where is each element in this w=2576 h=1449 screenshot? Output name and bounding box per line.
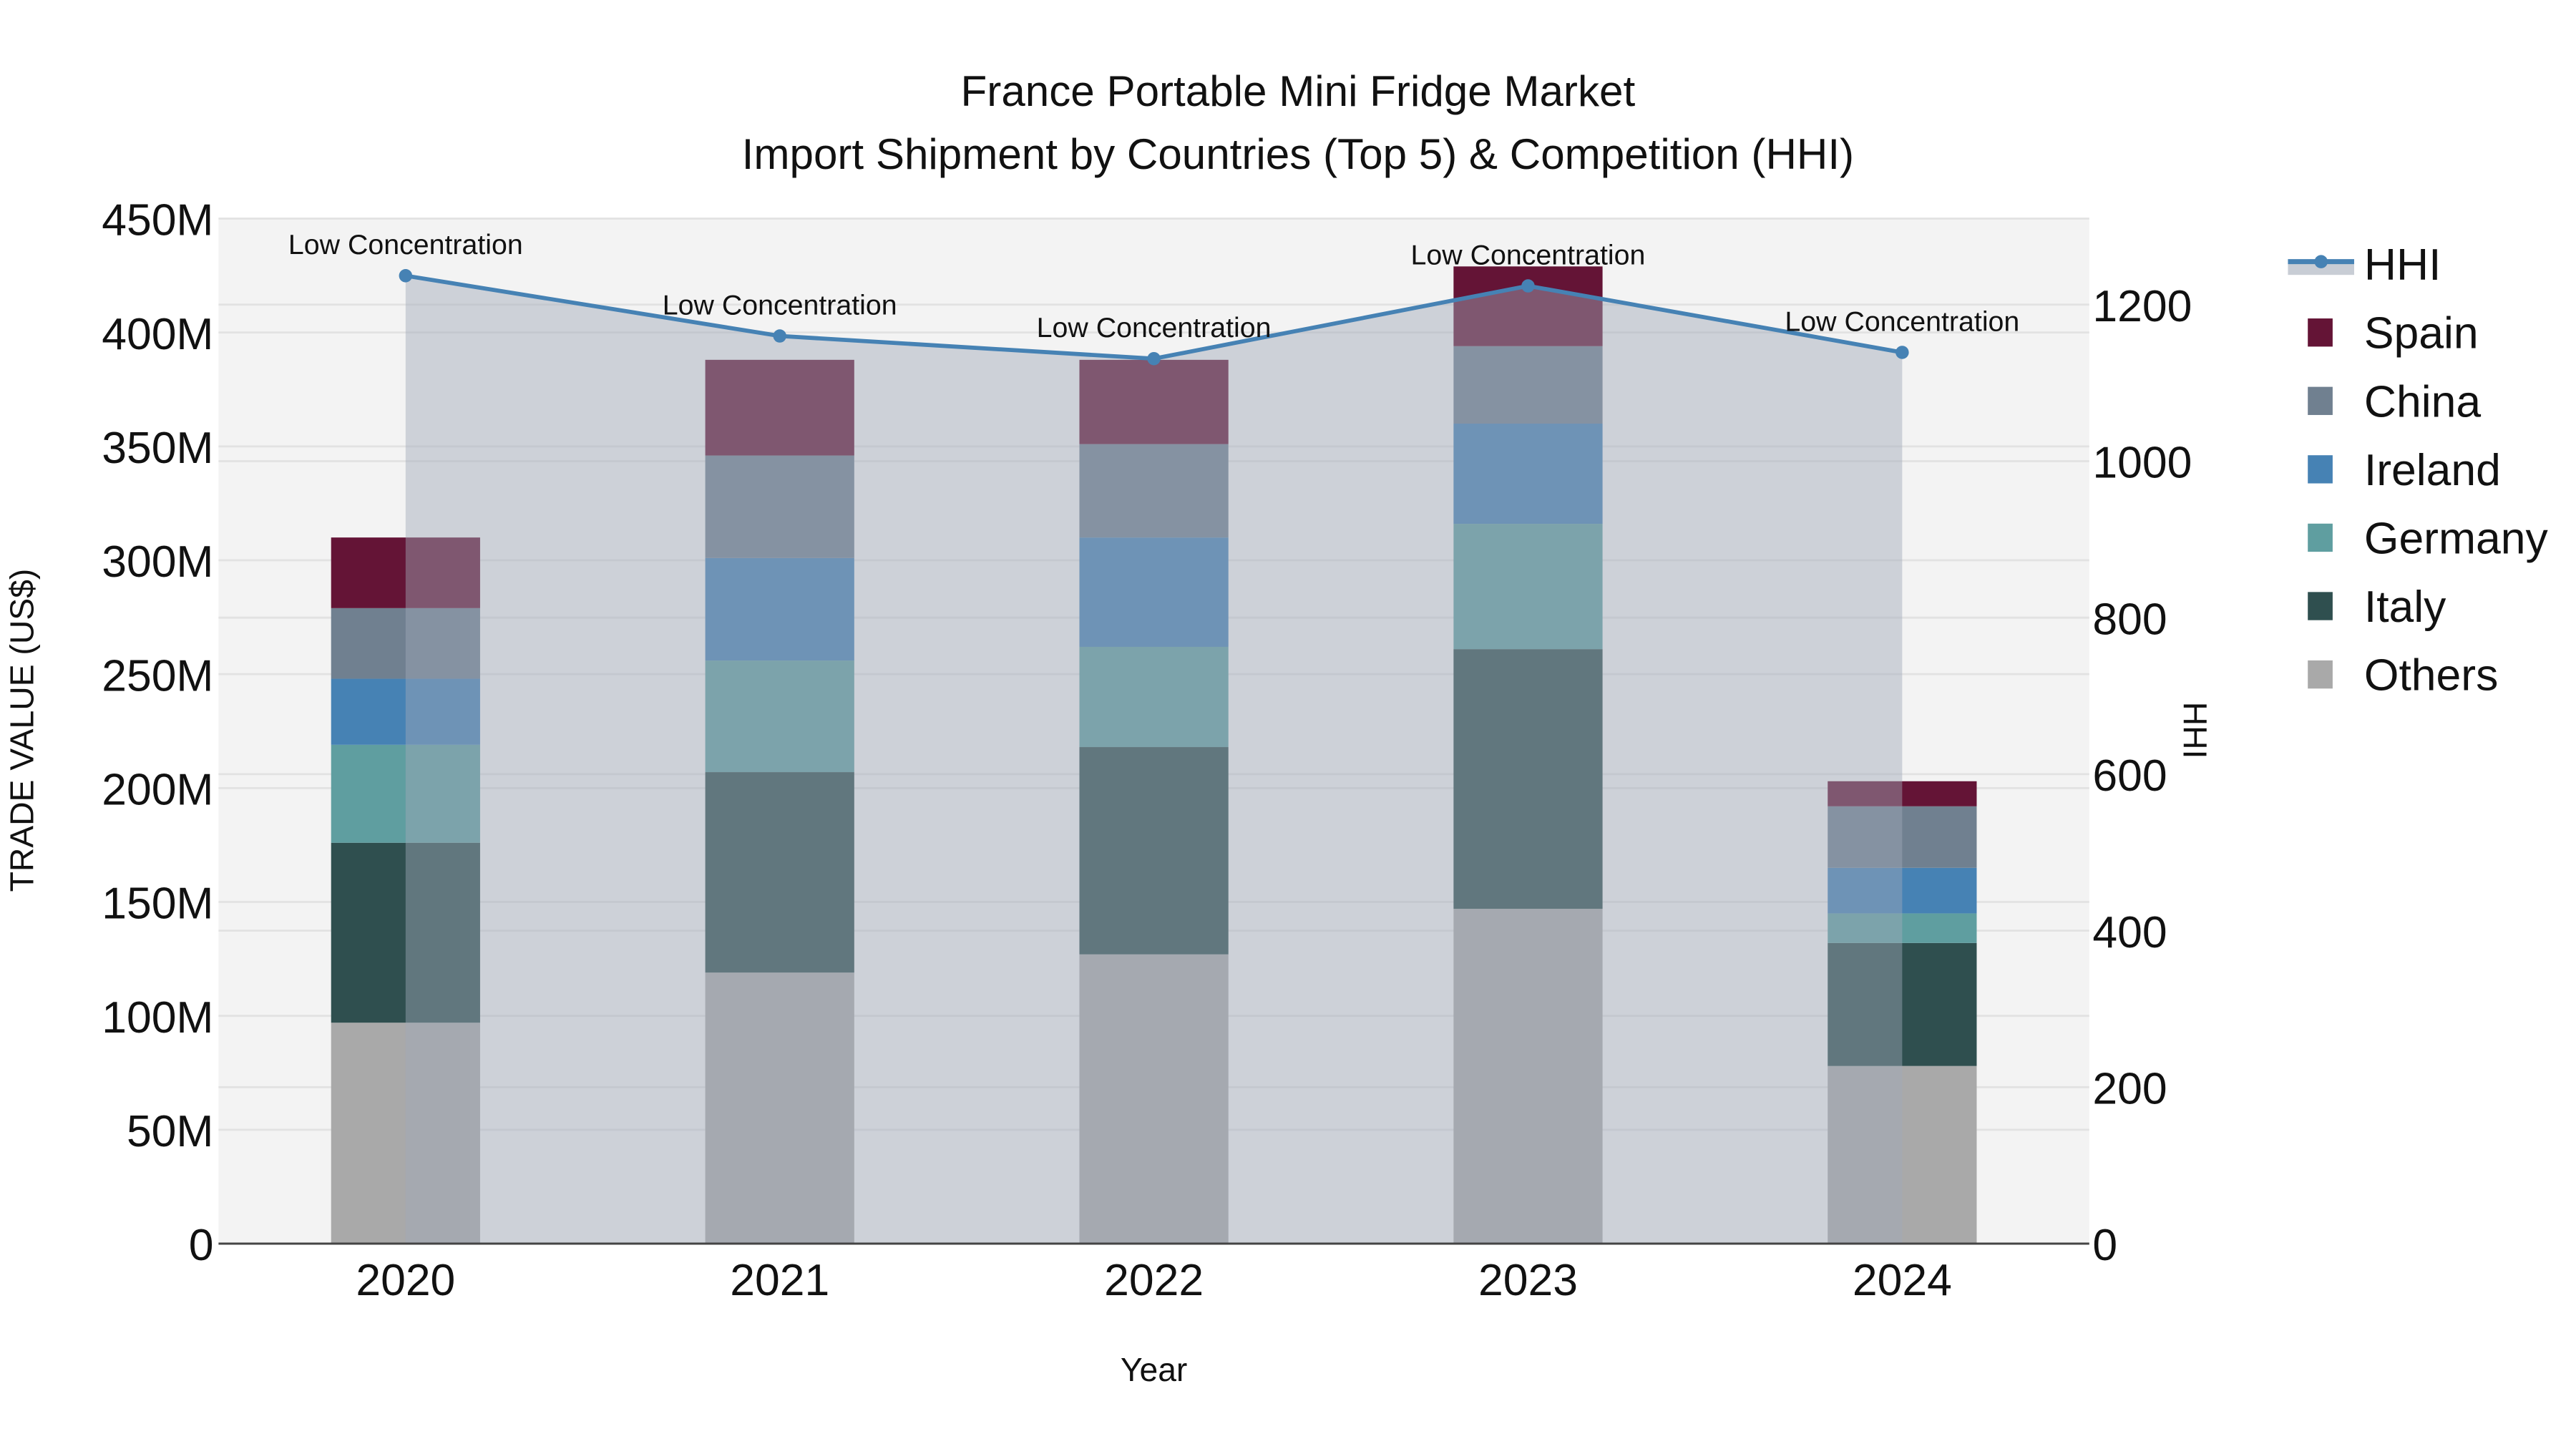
legend-label: Ireland [2364,445,2501,495]
legend-swatch-icon [2308,386,2333,415]
bar-segment-italy [1453,649,1603,909]
bar-segment-china [705,455,854,558]
legend-item-spain: Spain [2308,308,2479,358]
y-tick-label: 350M [102,423,213,473]
y-axis-title: TRADE VALUE (US$) [3,569,40,892]
hhi-marker [1896,346,1909,359]
y-tick-label: 200M [102,764,213,814]
legend-item-italy: Italy [2308,582,2446,632]
bar-segment-ireland [1079,537,1229,647]
chart-title-line1: France Portable Mini Fridge Market [961,67,1636,115]
y-tick-label: 0 [189,1220,214,1270]
y-tick-label: 100M [102,992,213,1043]
bar-segment-italy [705,772,854,973]
bar-segment-italy [1079,747,1229,955]
x-tick-label: 2022 [1104,1255,1204,1305]
stacked-bars [331,266,1977,1244]
hhi-legend-marker-icon [2314,255,2328,268]
bar-segment-china [1453,346,1603,424]
hhi-marker [1521,279,1535,293]
hhi-marker [1147,351,1161,366]
bar-segment-spain [1828,781,1977,806]
bar-segment-others [1453,909,1603,1244]
y-tick-label: 50M [127,1106,214,1156]
bar-segment-spain [1079,359,1229,444]
y2-tick-label: 0 [2092,1220,2117,1270]
hhi-annotation: Low Concentration [288,229,523,260]
y-tick-label: 150M [102,879,213,929]
bar-segment-germany [1453,524,1603,650]
legend-label: HHI [2364,240,2441,290]
bar-segment-germany [1079,646,1229,748]
bar-segment-ireland [1453,423,1603,525]
bar-segment-germany [331,744,480,843]
legend-swatch-icon [2308,455,2333,484]
legend-item-germany: Germany [2308,513,2548,563]
legend-label: China [2364,376,2481,426]
bar-segment-italy [331,842,480,1023]
hhi-annotation: Low Concentration [663,289,897,321]
y2-tick-label: 200 [2092,1063,2167,1113]
bar-segment-germany [705,660,854,773]
legend-swatch-icon [2308,318,2333,347]
bar-segment-ireland [331,678,480,745]
legend-item-china: China [2308,376,2481,426]
hhi-legend-fill-icon [2288,263,2354,275]
x-tick-label: 2024 [1853,1255,1952,1305]
hhi-annotation: Low Concentration [1785,306,2019,337]
y2-axis-title: HHI [2177,702,2214,759]
legend-item-ireland: Ireland [2308,445,2501,495]
bar-segment-spain [705,359,854,456]
bar-segment-ireland [705,557,854,661]
x-tick-label: 2020 [356,1255,455,1305]
bar-segment-china [1828,806,1977,868]
hhi-series: Low Concentration Low Concentration Low Co… [288,229,2019,1244]
bar-segment-others [1828,1065,1977,1244]
y-tick-label: 250M [102,650,213,701]
bar-segment-others [1079,954,1229,1244]
legend-label: Others [2364,650,2498,701]
legend-swatch-icon [2308,592,2333,620]
legend-swatch-icon [2308,660,2333,689]
y2-axis-ticks: 0 200 400 600 800 1000 1200 [2092,281,2192,1270]
hhi-marker [399,269,413,283]
x-axis-ticks: 2020 2021 2022 2023 2024 [356,1255,1951,1305]
x-tick-label: 2023 [1478,1255,1578,1305]
legend-swatch-icon [2308,523,2333,552]
legend: HHI Spain China Ireland Germany Italy Others [2288,240,2548,701]
legend-label: Spain [2364,308,2479,358]
y2-tick-label: 800 [2092,594,2167,644]
hhi-area [405,275,1903,1244]
y2-tick-label: 1200 [2092,281,2192,331]
y-tick-label: 450M [102,195,213,245]
legend-label: Germany [2364,513,2549,563]
bar-segment-others [331,1023,480,1244]
bar-segment-china [331,608,480,679]
bar-segment-others [705,972,854,1244]
y-axis-ticks: 0 50M 100M 150M 200M 250M 300M 350M 400M 450M [102,195,213,1271]
y2-tick-label: 400 [2092,907,2167,957]
bar-segment-italy [1828,942,1977,1066]
y2-tick-label: 1000 [2092,438,2192,488]
legend-label: Italy [2364,582,2446,632]
bar-segment-ireland [1828,867,1977,914]
y2-tick-label: 600 [2092,751,2167,801]
hhi-marker [773,329,786,343]
y-tick-label: 400M [102,309,213,359]
bar-segment-spain [331,537,480,608]
y-tick-label: 300M [102,537,213,587]
x-tick-label: 2021 [730,1255,829,1305]
bar-segment-china [1079,444,1229,538]
legend-item-hhi: HHI [2288,240,2441,290]
legend-item-others: Others [2308,650,2498,701]
bar-segment-germany [1828,913,1977,943]
x-axis-title: Year [1121,1351,1187,1388]
hhi-annotation: Low Concentration [1037,312,1272,343]
chart-title-line2: Import Shipment by Countries (Top 5) & C… [742,130,1854,178]
hhi-annotation: Low Concentration [1411,239,1646,270]
